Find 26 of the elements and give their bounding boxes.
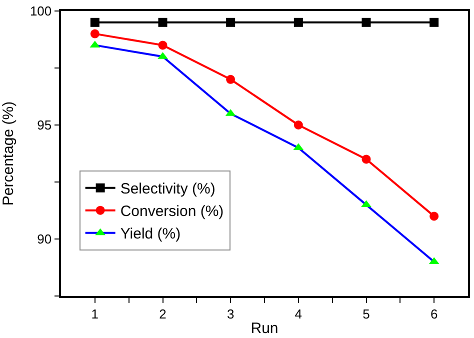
x-tick-label: 4 xyxy=(294,306,302,322)
legend-label: Yield (%) xyxy=(120,226,181,243)
point xyxy=(90,29,100,38)
point xyxy=(430,212,439,221)
point xyxy=(294,18,303,27)
point xyxy=(90,18,100,27)
point xyxy=(226,18,236,27)
x-tick-label: 2 xyxy=(159,306,166,322)
x-tick-label: 6 xyxy=(430,306,438,322)
y-axis-title: Percentage (%) xyxy=(0,101,17,206)
point xyxy=(362,154,371,164)
point xyxy=(226,74,236,84)
point xyxy=(430,18,439,27)
point xyxy=(362,18,371,27)
point xyxy=(294,120,303,130)
x-axis-title: Run xyxy=(250,320,278,337)
legend-label: Conversion (%) xyxy=(120,203,224,220)
x-tick-label: 1 xyxy=(91,306,99,322)
y-tick-label: 95 xyxy=(37,118,52,133)
y-tick-label: 100 xyxy=(30,4,52,19)
x-tick-label: 3 xyxy=(226,306,234,322)
y-tick-label: 90 xyxy=(37,232,52,247)
x-tick-label: 5 xyxy=(362,306,370,322)
legend-label: Selectivity (%) xyxy=(120,180,216,198)
point xyxy=(158,40,168,50)
point xyxy=(158,18,168,27)
